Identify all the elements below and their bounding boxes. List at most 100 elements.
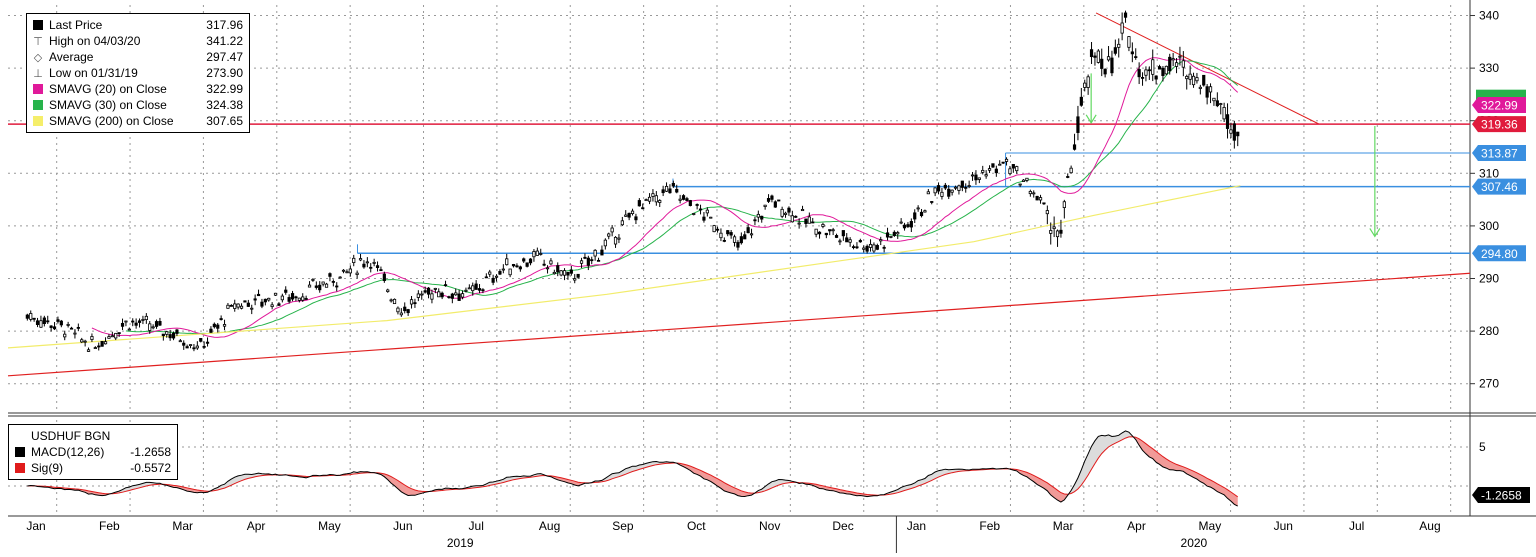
candle-body <box>97 345 101 348</box>
candle-body <box>702 216 706 221</box>
candle-body <box>1185 76 1189 80</box>
candle-body <box>916 207 920 210</box>
candle-body <box>1222 107 1226 120</box>
candle-body <box>1137 69 1141 78</box>
candle-body <box>1001 161 1005 164</box>
month-label: Mar <box>172 519 193 533</box>
candle-body <box>202 345 206 348</box>
candle-body <box>209 328 213 333</box>
candle-body <box>858 240 862 243</box>
candle-body <box>1219 103 1223 105</box>
macd-tick-label: 5 <box>1479 440 1486 454</box>
candle-body <box>263 298 267 303</box>
candle-body <box>1198 86 1202 89</box>
month-label: Jun <box>393 519 412 533</box>
candle-body <box>1178 55 1182 58</box>
candle-body <box>797 222 801 225</box>
axes: 2702802903003103203303405JanFebMarAprMay… <box>26 9 1499 553</box>
candle-body <box>1045 210 1049 215</box>
candle-body <box>338 276 342 279</box>
falling-trendline <box>1095 12 1319 125</box>
candle-body <box>32 317 36 320</box>
price-tick-label: 310 <box>1479 166 1499 180</box>
support-tag <box>1472 178 1526 195</box>
legend-row: Sig(9) -0.5572 <box>11 460 175 476</box>
support-tag-label: 294.80 <box>1481 247 1518 261</box>
month-label: Feb <box>99 519 120 533</box>
candle-body <box>348 268 352 274</box>
support-tag-label: 307.46 <box>1481 180 1518 194</box>
candle-body <box>154 321 159 327</box>
candle-body <box>545 267 550 270</box>
candle-body <box>794 215 798 218</box>
candle-body <box>86 349 91 352</box>
candle-body <box>1134 56 1138 59</box>
candle-body <box>481 289 485 292</box>
month-label: Sep <box>612 519 634 533</box>
resistance-tag <box>1472 116 1526 133</box>
candle-body <box>443 284 448 287</box>
candle-body <box>195 345 199 349</box>
month-label: Oct <box>687 519 706 533</box>
candle-body <box>413 302 417 305</box>
candle-body <box>539 253 543 255</box>
trend-lines <box>7 12 1471 377</box>
candle-body <box>192 347 196 350</box>
candle-body <box>420 293 424 296</box>
candle-body <box>749 233 754 236</box>
price-tick-label: 290 <box>1479 272 1499 286</box>
candle-body <box>807 216 811 224</box>
candle-body <box>25 314 29 319</box>
candle-body <box>301 296 305 301</box>
candle-body <box>501 268 505 271</box>
candle-body <box>66 324 70 326</box>
candle-body <box>780 208 784 217</box>
legend-row: ⊤ High on 04/03/20 341.22 <box>29 33 247 49</box>
candle-body <box>73 332 77 335</box>
signal-line <box>27 436 1238 498</box>
candle-body <box>124 320 128 323</box>
candle-body <box>1076 116 1080 133</box>
candle-body <box>270 304 274 308</box>
candle-body <box>855 246 859 249</box>
candle-body <box>331 281 335 283</box>
candle-body <box>205 341 210 344</box>
candle-body <box>1015 166 1019 172</box>
candle-body <box>562 270 567 276</box>
candle-body <box>661 189 665 194</box>
candle-body <box>535 250 539 256</box>
candle-body <box>42 317 46 324</box>
target-arrows <box>1085 73 1381 238</box>
candle-body <box>498 271 502 275</box>
legend-label: Last Price <box>49 18 103 32</box>
candle-body <box>56 319 60 322</box>
candle-body <box>1130 51 1134 55</box>
legend-value: -0.5572 <box>130 461 171 475</box>
candle-body <box>1062 201 1066 208</box>
price-tick-label: 280 <box>1479 324 1499 338</box>
candle-body <box>644 199 648 202</box>
candle-body <box>848 239 852 243</box>
legend-value: 273.90 <box>206 66 243 80</box>
legend-value: 341.22 <box>206 34 243 48</box>
candle-body <box>569 269 573 274</box>
candle-body <box>423 290 427 293</box>
candle-body <box>226 304 230 309</box>
average-marker-icon: ◇ <box>33 51 43 64</box>
candle-body <box>63 333 67 338</box>
candle-body <box>379 269 383 272</box>
candle-body <box>947 188 951 197</box>
candle-body <box>1120 22 1124 34</box>
legend-value: 297.47 <box>206 50 243 64</box>
legend-label: MACD(12,26) <box>31 445 105 459</box>
candle-body <box>107 336 111 339</box>
candle-body <box>345 271 349 274</box>
candle-body <box>219 318 223 320</box>
month-label: Jan <box>907 519 926 533</box>
candle-body <box>838 240 842 243</box>
month-label: Jun <box>1274 519 1293 533</box>
candle-body <box>188 344 193 346</box>
candle-body <box>1093 55 1097 58</box>
candle-body <box>1157 66 1162 70</box>
